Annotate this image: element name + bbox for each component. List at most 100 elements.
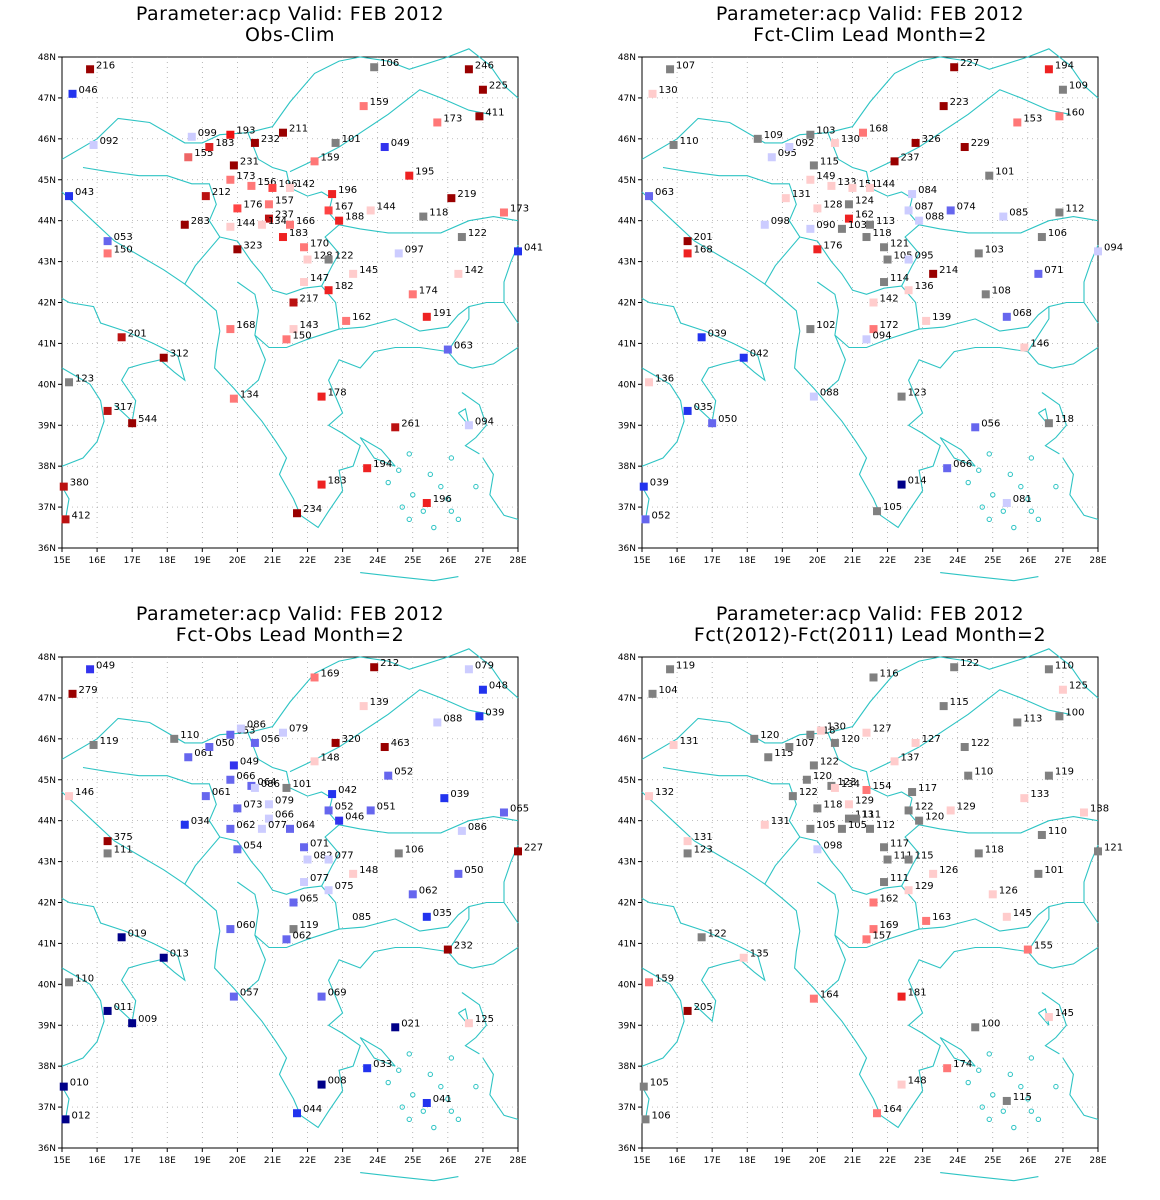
country-border (320, 198, 340, 330)
station-marker (443, 345, 452, 354)
lon-tick-label: 26E (439, 556, 456, 566)
lat-tick-label: 42N (618, 899, 636, 909)
coastline (359, 437, 396, 467)
station-value-label: 098 (771, 216, 790, 227)
station-marker (950, 663, 959, 672)
station-value-label: 164 (883, 1104, 902, 1115)
lat-tick-label: 40N (618, 380, 636, 390)
station-marker (464, 65, 473, 74)
station-marker (408, 890, 417, 899)
station-value-label: 105 (848, 820, 867, 831)
station-value-label: 106 (652, 1110, 671, 1121)
station-marker (433, 718, 442, 727)
island (986, 516, 992, 523)
station-marker (922, 916, 931, 925)
country-border (338, 89, 491, 148)
station-value-label: 142 (880, 294, 899, 305)
station-marker (830, 138, 839, 147)
island (976, 467, 982, 473)
station-marker (475, 712, 484, 721)
station-value-label: 162 (855, 210, 874, 221)
lat-tick-label: 44N (618, 217, 636, 227)
lat-tick-label: 43N (618, 258, 636, 268)
station-marker (911, 138, 920, 147)
station-value-label: 064 (296, 820, 315, 831)
station-marker (65, 792, 74, 801)
country-border (247, 732, 333, 799)
station-marker (806, 325, 815, 334)
station-marker (447, 194, 456, 203)
station-value-label: 108 (992, 285, 1011, 296)
station-marker (229, 161, 238, 170)
station-marker (1094, 247, 1102, 256)
station-marker (764, 753, 773, 762)
station-marker (366, 206, 375, 215)
station-marker (1020, 343, 1029, 352)
station-value-label: 049 (96, 660, 115, 671)
panel-title-line1: Parameter:acp Valid: FEB 2012 (715, 603, 1025, 625)
station-value-label: 088 (820, 388, 839, 399)
island (473, 483, 479, 490)
station-value-label: 056 (261, 734, 280, 745)
station-marker (683, 249, 692, 258)
station-marker (331, 138, 340, 147)
station-marker (869, 298, 878, 307)
lon-tick-label: 23E (334, 1156, 351, 1166)
coastline (61, 297, 186, 423)
coastline (641, 897, 766, 1023)
island (431, 524, 437, 531)
station-value-label: 105 (650, 1078, 669, 1089)
station-value-label: 068 (1013, 308, 1032, 319)
station-marker (908, 190, 917, 199)
lon-tick-label: 27E (474, 1156, 491, 1166)
map-fct-diff: 15E 16E 17E 18E 19E 20E 21E 22E 23E 24E 25E 26E 27E 2… (618, 648, 1123, 1182)
station-marker (904, 286, 913, 295)
station-marker (806, 824, 815, 833)
station-value-label: 139 (370, 697, 389, 708)
island (396, 467, 402, 473)
station-value-label: 061 (194, 748, 213, 759)
station-value-label: 060 (236, 920, 255, 931)
station-value-label: 079 (275, 795, 294, 806)
station-marker (289, 325, 298, 334)
station-marker (324, 286, 333, 295)
station-marker (65, 978, 74, 987)
station-marker (103, 249, 112, 258)
station-value-label: 182 (335, 281, 354, 292)
station-marker (806, 730, 815, 739)
station-marker (310, 157, 319, 166)
station-value-label: 111 (890, 873, 909, 884)
lon-tick-label: 15E (633, 1156, 650, 1166)
station-value-label: 086 (468, 822, 487, 833)
lat-tick-label: 47N (38, 94, 56, 104)
island (1025, 496, 1031, 502)
station-value-label: 126 (999, 885, 1018, 896)
station-marker (117, 933, 126, 942)
station-marker (233, 204, 242, 213)
station-marker (286, 220, 294, 229)
station-marker (946, 806, 955, 815)
island (438, 1083, 444, 1090)
station-value-label: 052 (335, 801, 354, 812)
station-value-label: 050 (718, 414, 737, 425)
station-value-label: 106 (380, 58, 399, 69)
station-value-label: 237 (901, 152, 920, 163)
lat-tick-label: 47N (618, 694, 636, 704)
island (406, 1051, 412, 1057)
station-value-label: 147 (310, 273, 329, 284)
lon-tick-label: 17E (704, 1156, 721, 1166)
station-marker (837, 224, 846, 233)
coastline (939, 1037, 976, 1067)
station-marker (300, 878, 309, 887)
station-value-label: 082 (314, 851, 333, 862)
island (455, 1116, 462, 1123)
station-marker (408, 290, 417, 299)
station-value-label: 112 (1065, 203, 1084, 214)
station-value-label: 049 (240, 756, 259, 767)
station-marker (802, 775, 811, 784)
station-marker (499, 808, 508, 817)
coastline (641, 486, 650, 520)
station-marker (869, 325, 878, 334)
station-marker (639, 482, 648, 491)
station-marker (785, 143, 794, 152)
